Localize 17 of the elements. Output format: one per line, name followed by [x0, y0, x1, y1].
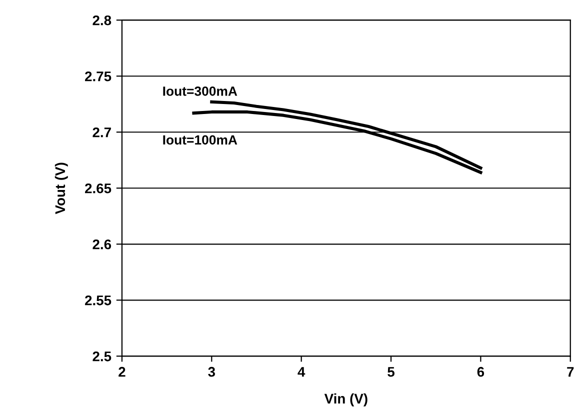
x-axis-title: Vin (V) — [324, 393, 368, 406]
y-tick-label: 2.75 — [85, 71, 112, 82]
x-tick-label: 2 — [118, 366, 126, 377]
y-tick-label: 2.7 — [92, 127, 111, 138]
x-tick-label: 6 — [477, 366, 484, 377]
y-tick-label: 2.5 — [92, 351, 112, 362]
y-tick-label: 2.65 — [85, 183, 112, 194]
x-tick-label: 3 — [208, 366, 216, 377]
x-tick-label: 5 — [388, 367, 394, 377]
series-label: Iout=100mA — [163, 135, 238, 145]
x-tick-label: 4 — [298, 367, 306, 377]
y-tick-label: 2.6 — [92, 239, 112, 250]
series-label: Iout=300mA — [163, 86, 238, 96]
y-axis-title: Vout (V) — [54, 162, 68, 214]
y-tick-label: 2.8 — [92, 15, 112, 26]
x-tick-label: 7 — [567, 367, 574, 377]
y-tick-label: 2.55 — [85, 295, 112, 306]
